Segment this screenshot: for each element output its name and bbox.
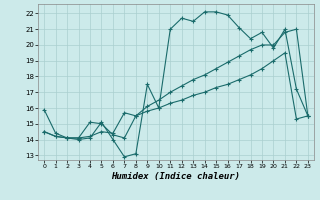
X-axis label: Humidex (Indice chaleur): Humidex (Indice chaleur) xyxy=(111,172,241,181)
